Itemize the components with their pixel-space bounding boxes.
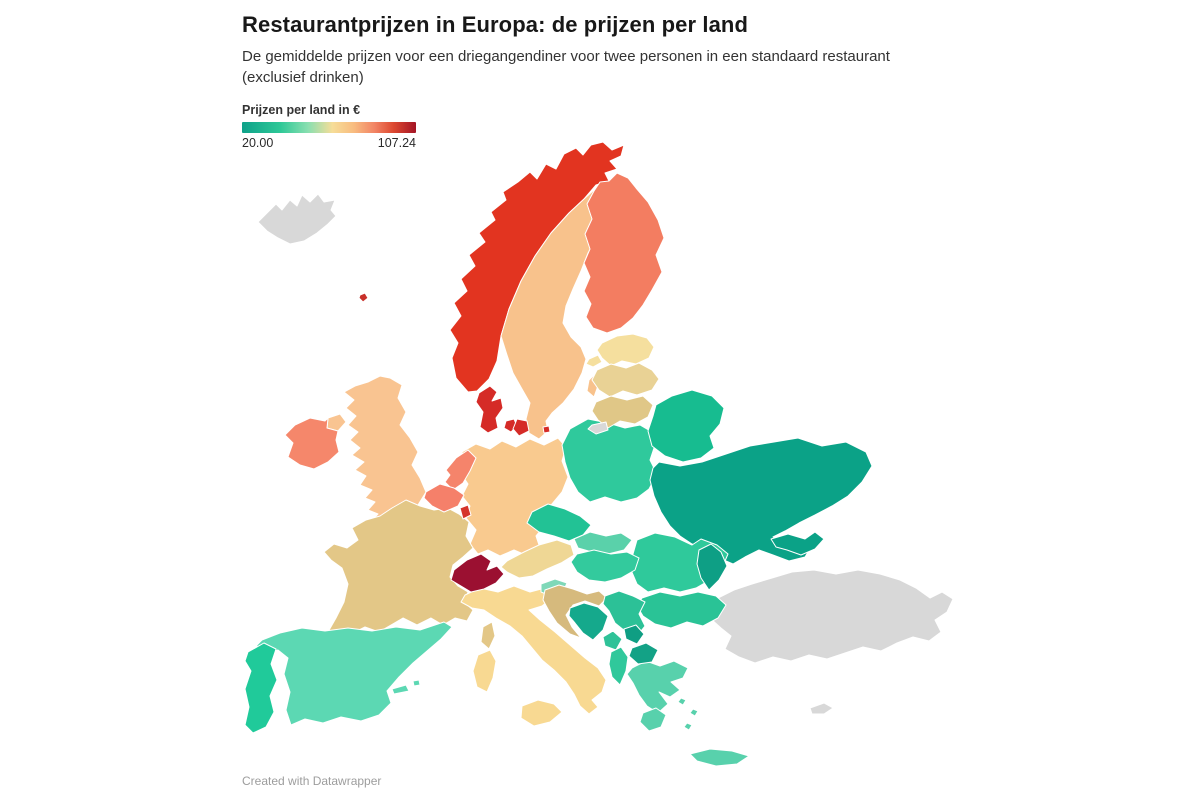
datawrapper-credit: Created with Datawrapper: [242, 774, 382, 788]
country-austria[interactable]: [500, 539, 575, 579]
country-germany[interactable]: [459, 437, 569, 557]
country-greece[interactable]: [689, 708, 699, 717]
legend-max-label: 107.24: [377, 135, 416, 150]
country-bosnia[interactable]: [568, 602, 609, 641]
country-france[interactable]: [480, 621, 496, 650]
legend-min-label: 20.00: [242, 135, 274, 150]
country-moldova[interactable]: [696, 543, 728, 591]
country-italy[interactable]: [520, 699, 563, 727]
country-portugal[interactable]: [244, 642, 278, 734]
chart-header: Restaurantprijzen in Europa: de prijzen …: [242, 0, 962, 150]
country-greece[interactable]: [677, 697, 687, 706]
country-montenegro[interactable]: [602, 630, 623, 651]
country-turkey[interactable]: [710, 569, 954, 664]
country-kaliningrad[interactable]: [587, 421, 609, 435]
color-legend: Prijzen per land in € 20.00 107.24: [242, 103, 962, 150]
country-denmark[interactable]: [512, 418, 530, 437]
chart-subtitle: De gemiddelde prijzen voor een driegange…: [242, 48, 890, 87]
country-estonia[interactable]: [585, 354, 603, 368]
country-albania[interactable]: [608, 646, 629, 686]
page-title: Restaurantprijzen in Europa: de prijzen …: [242, 12, 748, 37]
country-denmark[interactable]: [475, 385, 504, 434]
country-hungary[interactable]: [570, 549, 640, 583]
legend-title: Prijzen per land in €: [242, 102, 361, 117]
country-belgium[interactable]: [423, 483, 465, 513]
country-spain[interactable]: [254, 621, 453, 726]
country-iceland[interactable]: [257, 193, 337, 245]
legend-gradient-bar: [242, 121, 416, 133]
country-ireland[interactable]: [284, 417, 340, 470]
country-uk[interactable]: [343, 375, 427, 527]
country-cyprus[interactable]: [809, 702, 834, 715]
country-kosovo[interactable]: [623, 624, 645, 645]
country-north_macedonia[interactable]: [628, 642, 659, 665]
europe-choropleth-map: [240, 140, 960, 795]
europe-map: [244, 141, 954, 767]
country-spain[interactable]: [391, 684, 410, 695]
country-lithuania[interactable]: [591, 395, 654, 429]
country-spain[interactable]: [412, 679, 421, 687]
country-greece[interactable]: [639, 707, 667, 732]
country-switzerland[interactable]: [450, 553, 505, 593]
country-greece[interactable]: [626, 660, 689, 714]
country-latvia[interactable]: [591, 362, 660, 398]
country-ukraine[interactable]: [770, 531, 825, 556]
country-slovakia[interactable]: [573, 531, 633, 555]
country-greece[interactable]: [683, 722, 693, 731]
country-croatia[interactable]: [542, 584, 608, 639]
country-denmark[interactable]: [542, 425, 551, 434]
country-netherlands[interactable]: [444, 449, 477, 491]
country-belarus[interactable]: [647, 389, 725, 463]
country-luxembourg[interactable]: [459, 504, 472, 520]
legend-labels: 20.00 107.24: [242, 136, 416, 150]
country-poland[interactable]: [561, 418, 658, 503]
country-faroe[interactable]: [358, 292, 369, 303]
country-italy[interactable]: [472, 649, 497, 693]
country-france[interactable]: [323, 499, 474, 641]
country-estonia[interactable]: [596, 333, 655, 367]
country-bulgaria[interactable]: [636, 591, 727, 629]
country-greece[interactable]: [689, 748, 750, 767]
country-finland[interactable]: [583, 172, 665, 334]
